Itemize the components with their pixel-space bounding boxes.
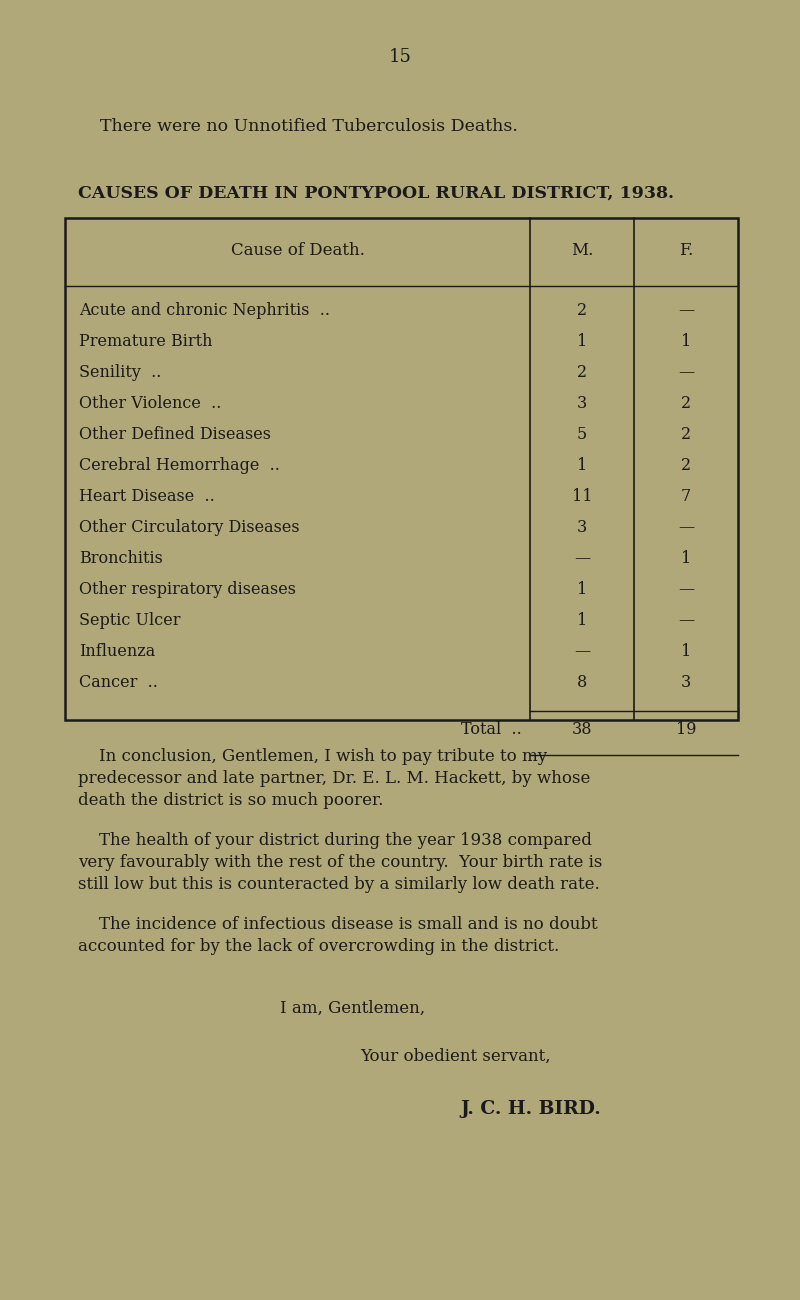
- Text: 1: 1: [577, 333, 587, 350]
- Text: Cancer  ..: Cancer ..: [79, 673, 158, 692]
- Text: death the district is so much poorer.: death the district is so much poorer.: [78, 792, 383, 809]
- Text: 2: 2: [577, 364, 587, 381]
- Text: —: —: [574, 644, 590, 660]
- Text: 3: 3: [577, 395, 587, 412]
- Bar: [65, 218, 738, 720]
- Text: 3: 3: [577, 519, 587, 536]
- Text: Influenza: Influenza: [79, 644, 155, 660]
- Text: Heart Disease  ..: Heart Disease ..: [79, 488, 214, 504]
- Text: Acute and chronic Nephritis  ..: Acute and chronic Nephritis ..: [79, 302, 330, 318]
- Text: 2: 2: [681, 426, 691, 443]
- Text: Senility  ..: Senility ..: [79, 364, 162, 381]
- Text: 15: 15: [389, 48, 411, 66]
- Text: still low but this is counteracted by a similarly low death rate.: still low but this is counteracted by a …: [78, 876, 600, 893]
- Text: J. C. H. BIRD.: J. C. H. BIRD.: [460, 1100, 601, 1118]
- Text: 7: 7: [681, 488, 691, 504]
- Text: —: —: [574, 550, 590, 567]
- Text: Your obedient servant,: Your obedient servant,: [360, 1048, 550, 1065]
- Text: —: —: [678, 581, 694, 598]
- Text: 1: 1: [681, 333, 691, 350]
- Text: The health of your district during the year 1938 compared: The health of your district during the y…: [78, 832, 592, 849]
- Text: 2: 2: [681, 395, 691, 412]
- Text: 19: 19: [676, 722, 696, 738]
- Text: —: —: [678, 519, 694, 536]
- Text: 1: 1: [577, 612, 587, 629]
- Text: Other Defined Diseases: Other Defined Diseases: [79, 426, 271, 443]
- Text: Cerebral Hemorrhage  ..: Cerebral Hemorrhage ..: [79, 458, 280, 474]
- Text: Other respiratory diseases: Other respiratory diseases: [79, 581, 296, 598]
- Text: 3: 3: [681, 673, 691, 692]
- Text: Premature Birth: Premature Birth: [79, 333, 213, 350]
- Text: —: —: [678, 612, 694, 629]
- Text: Bronchitis: Bronchitis: [79, 550, 163, 567]
- Text: The incidence of infectious disease is small and is no doubt: The incidence of infectious disease is s…: [78, 916, 598, 933]
- Text: Cause of Death.: Cause of Death.: [230, 242, 365, 259]
- Text: 1: 1: [681, 550, 691, 567]
- Text: —: —: [678, 302, 694, 318]
- Text: 1: 1: [577, 458, 587, 474]
- Text: I am, Gentlemen,: I am, Gentlemen,: [280, 1000, 425, 1017]
- Text: 1: 1: [681, 644, 691, 660]
- Text: 11: 11: [572, 488, 592, 504]
- Text: F.: F.: [679, 242, 693, 259]
- Text: 38: 38: [572, 722, 592, 738]
- Text: Septic Ulcer: Septic Ulcer: [79, 612, 181, 629]
- Text: very favourably with the rest of the country.  Your birth rate is: very favourably with the rest of the cou…: [78, 854, 602, 871]
- Text: Total  ..: Total ..: [462, 722, 522, 738]
- Text: predecessor and late partner, Dr. E. L. M. Hackett, by whose: predecessor and late partner, Dr. E. L. …: [78, 770, 590, 786]
- Text: 2: 2: [577, 302, 587, 318]
- Text: Other Violence  ..: Other Violence ..: [79, 395, 222, 412]
- Text: M.: M.: [571, 242, 593, 259]
- Text: There were no Unnotified Tuberculosis Deaths.: There were no Unnotified Tuberculosis De…: [100, 118, 518, 135]
- Text: CAUSES OF DEATH IN PONTYPOOL RURAL DISTRICT, 1938.: CAUSES OF DEATH IN PONTYPOOL RURAL DISTR…: [78, 185, 674, 202]
- Text: 5: 5: [577, 426, 587, 443]
- Text: accounted for by the lack of overcrowding in the district.: accounted for by the lack of overcrowdin…: [78, 939, 559, 956]
- Text: 1: 1: [577, 581, 587, 598]
- Text: 8: 8: [577, 673, 587, 692]
- Text: Other Circulatory Diseases: Other Circulatory Diseases: [79, 519, 300, 536]
- Text: —: —: [678, 364, 694, 381]
- Text: In conclusion, Gentlemen, I wish to pay tribute to my: In conclusion, Gentlemen, I wish to pay …: [78, 747, 547, 764]
- Text: 2: 2: [681, 458, 691, 474]
